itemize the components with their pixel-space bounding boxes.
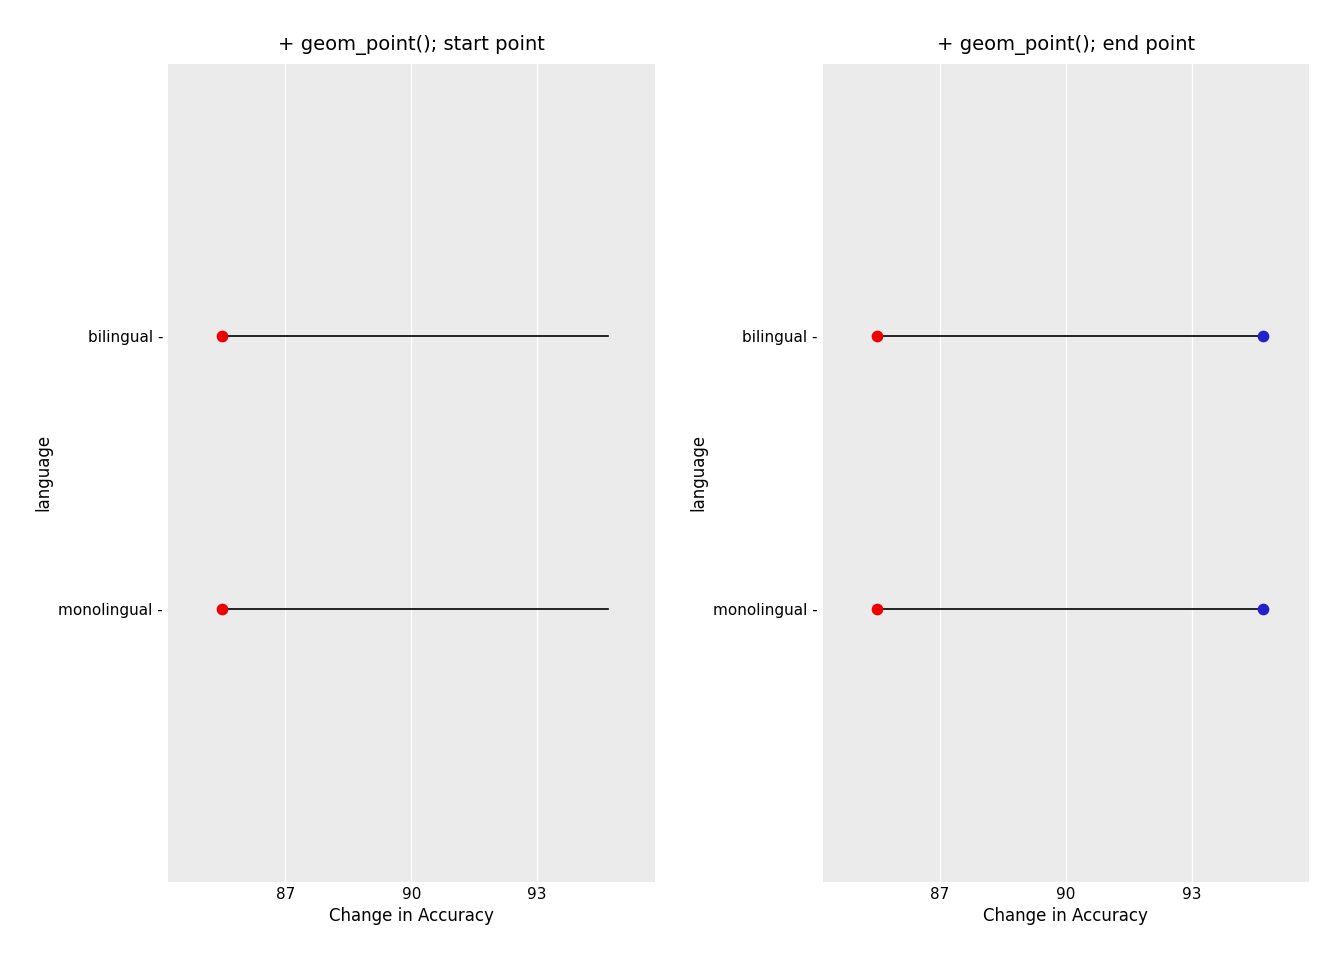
Point: [867, 601, 888, 616]
Point: [212, 601, 234, 616]
Point: [1253, 601, 1274, 616]
Title: + geom_point(); start point: + geom_point(); start point: [278, 35, 544, 55]
Point: [212, 328, 234, 344]
X-axis label: Change in Accuracy: Change in Accuracy: [984, 907, 1148, 925]
Point: [1253, 328, 1274, 344]
Point: [867, 328, 888, 344]
Title: + geom_point(); end point: + geom_point(); end point: [937, 35, 1195, 55]
Y-axis label: language: language: [35, 434, 52, 512]
X-axis label: Change in Accuracy: Change in Accuracy: [329, 907, 493, 925]
Y-axis label: language: language: [689, 434, 707, 512]
